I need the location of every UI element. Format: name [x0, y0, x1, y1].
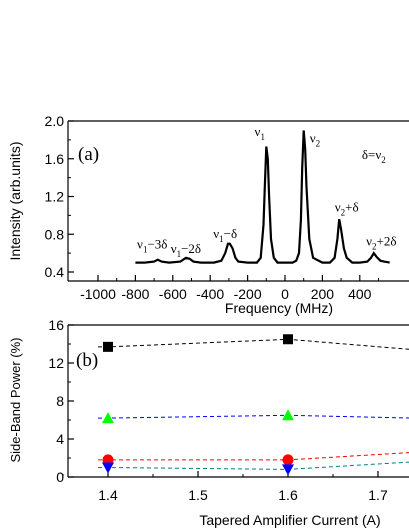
panel-a-ytick-label: 2.0: [45, 113, 65, 129]
panel-b-x-ticks: 1.4 1.5 1.6 1.7: [62, 471, 388, 503]
panel-b-ylabel: Side-Band Power (%): [8, 338, 23, 463]
panel-b-ytick-label: 4: [56, 431, 64, 447]
panel-b-ytick-label: 8: [56, 393, 64, 409]
panel-a-annotation: ν1−2δ: [171, 241, 201, 259]
panel-b-ytick-label: 12: [48, 355, 64, 371]
panel-a-annotation: ν2: [310, 131, 320, 149]
panel-b-dashed-line: [98, 414, 409, 419]
panel-b-marker-triangle-up: [282, 409, 294, 421]
panel-a-annotation: ν2+2δ: [366, 234, 396, 252]
panel-b-ytick-label: 0: [56, 469, 64, 485]
panel-b-dashed-lines: [98, 338, 409, 470]
panel-a-ytick-label: 1.6: [45, 151, 65, 167]
panel-a: Intensity (arb.units) 0.4 0.8 1.2 1.6 2.0 -1…: [7, 113, 409, 316]
panel-b-marker-circle: [282, 454, 294, 466]
panel-a-xtick-label: 400: [348, 286, 372, 302]
panel-a-x-ticks: -1000 -800 -600 -400 -200 0 200 400: [80, 275, 379, 302]
panel-a-xtick-label: 0: [281, 286, 289, 302]
panel-a-xtick-label: -600: [159, 286, 187, 302]
panel-a-spectrum-line: [135, 130, 390, 264]
panel-b: Side-Band Power (%) 0 4 8 12 16 1.4 1.5 1.6 1.7…: [8, 317, 409, 528]
panel-a-ytick-label: 0.8: [45, 226, 65, 242]
panel-a-xtick-label: 200: [311, 286, 335, 302]
panel-a-annotation: ν2+δ: [335, 200, 359, 218]
panel-b-marker-triangle-down: [102, 462, 114, 474]
panel-b-xtick-label: 1.7: [368, 487, 388, 503]
panel-b-marker-square: [283, 334, 293, 345]
panel-b-ytick-label: 16: [48, 317, 64, 333]
panel-b-dashed-line: [98, 452, 409, 461]
panel-a-xtick-label: -800: [121, 286, 149, 302]
panel-b-xtick-label: 1.4: [98, 487, 118, 503]
panel-b-xlabel: Tapered Amplifier Current (A): [199, 512, 380, 528]
panel-a-label: (a): [78, 144, 99, 165]
panel-b-y-ticks: 0 4 8 12 16: [48, 317, 74, 485]
panel-a-annotation: ν1: [255, 124, 265, 142]
panel-a-xtick-label: -1000: [80, 286, 116, 302]
panel-b-marker-triangle-up: [102, 412, 114, 424]
panel-a-annotation: ν1−δ: [213, 226, 237, 244]
panel-a-xtick-label: -200: [234, 286, 262, 302]
panel-a-xlabel: Frequency (MHz): [225, 300, 333, 316]
panel-a-y-ticks: 0.4 0.8 1.2 1.6 2.0: [45, 113, 74, 280]
panel-a-annotations: ν1−3δ ν1−2δ ν1−δ ν1 ν2 ν2+δ ν2+2δ δ=ν2: [137, 124, 396, 259]
panel-b-dashed-line: [98, 461, 409, 470]
panel-b-dashed-line: [98, 338, 409, 350]
panel-a-annotation: δ=ν2: [362, 147, 386, 165]
panel-a-annotation: ν1−3δ: [137, 236, 167, 254]
panel-a-xtick-label: -400: [196, 286, 224, 302]
panel-b-xtick-label: 1.5: [188, 487, 208, 503]
panel-b-marker-triangle-down: [282, 464, 294, 476]
panel-b-marker-square: [103, 341, 113, 352]
panel-b-xtick-label: 1.6: [278, 487, 298, 503]
panel-a-ytick-label: 0.4: [45, 264, 65, 280]
panel-a-ytick-label: 1.2: [45, 189, 65, 205]
panel-a-ylabel: Intensity (arb.units): [7, 141, 23, 260]
panel-b-markers: [102, 334, 294, 476]
panel-b-label: (b): [76, 350, 98, 371]
